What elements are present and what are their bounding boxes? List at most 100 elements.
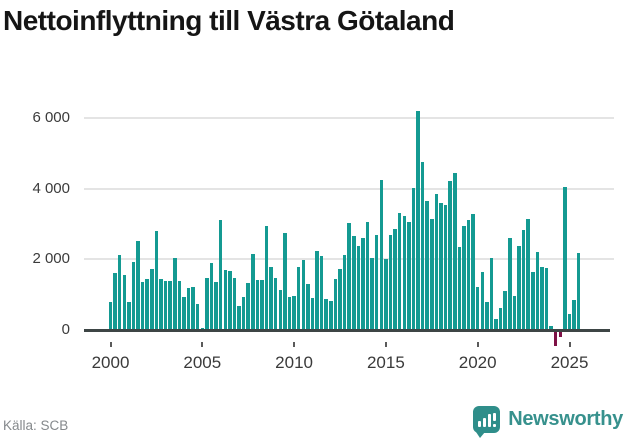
bar-2000-q1 bbox=[108, 301, 113, 330]
bar-2017-q3 bbox=[430, 219, 434, 330]
bar-2003-q1 bbox=[163, 280, 168, 330]
bar-2011-q4 bbox=[324, 298, 328, 330]
bar-2006-q3 bbox=[228, 270, 232, 330]
bar-2019-q3 bbox=[466, 220, 471, 330]
bar-2010-q2 bbox=[296, 266, 301, 330]
bar-2011-q1 bbox=[310, 297, 315, 330]
x-axis-tick bbox=[384, 342, 387, 347]
bar-2014-q2 bbox=[370, 257, 374, 330]
bar-2002-q2 bbox=[150, 269, 154, 330]
x-axis-line bbox=[84, 328, 610, 332]
bar-2014-q4 bbox=[379, 179, 384, 330]
bar-2010-q3 bbox=[301, 260, 306, 330]
bar-2012-q2 bbox=[333, 279, 338, 330]
newsworthy-logo-link[interactable]: Newsworthy bbox=[473, 406, 623, 438]
bar-2008-q4 bbox=[269, 267, 273, 330]
bar-2015-q2 bbox=[388, 234, 393, 330]
x-axis-tick-label: 2015 bbox=[366, 353, 405, 372]
gridline bbox=[84, 116, 614, 119]
bar-2012-q4 bbox=[342, 255, 347, 330]
bar-2016-q4 bbox=[416, 110, 420, 330]
x-axis-tick-label: 2010 bbox=[275, 353, 313, 372]
newsworthy-wordmark: Newsworthy bbox=[508, 408, 623, 430]
bar-2017-q4 bbox=[434, 193, 439, 330]
bar-2000-q2 bbox=[113, 272, 117, 330]
x-axis-tick bbox=[109, 342, 112, 347]
x-axis-tick bbox=[293, 342, 296, 347]
bar-2002-q3 bbox=[154, 231, 159, 330]
bar-2023-q4 bbox=[544, 268, 549, 330]
bar-2001-q1 bbox=[127, 302, 131, 330]
x-axis-tick-label: 2005 bbox=[183, 353, 222, 372]
bar-2022-q4 bbox=[526, 218, 530, 330]
bar-2009-q4 bbox=[287, 297, 292, 330]
bar-2025-q3 bbox=[576, 252, 581, 330]
bar-2005-q4 bbox=[214, 281, 218, 330]
bar-2022-q1 bbox=[512, 296, 517, 330]
bar-2025-q2 bbox=[572, 299, 576, 330]
x-axis-tick bbox=[476, 342, 479, 347]
bar-2025-q1 bbox=[567, 314, 572, 330]
bar-2003-q2 bbox=[168, 280, 172, 330]
bar-2016-q1 bbox=[402, 216, 406, 330]
bar-2022-q3 bbox=[521, 229, 526, 330]
bar-2004-q2 bbox=[186, 288, 191, 330]
bar-2013-q4 bbox=[361, 238, 365, 330]
bar-2015-q3 bbox=[393, 228, 397, 330]
bar-2013-q2 bbox=[352, 236, 356, 330]
bar-2009-q1 bbox=[273, 278, 278, 330]
bar-2019-q4 bbox=[471, 213, 475, 330]
bar-2024-q3 bbox=[558, 331, 563, 338]
bar-2014-q1 bbox=[365, 222, 370, 330]
bar-2007-q3 bbox=[246, 283, 250, 330]
bar-2002-q4 bbox=[159, 278, 163, 330]
source-note: Källa: SCB bbox=[3, 418, 69, 433]
y-axis-tick-label: 4 000 bbox=[32, 179, 70, 197]
bar-2023-q3 bbox=[540, 267, 544, 330]
bar-2012-q3 bbox=[338, 269, 342, 330]
bar-2021-q3 bbox=[503, 291, 507, 330]
bar-2007-q1 bbox=[237, 306, 241, 330]
bar-2024-q2 bbox=[553, 331, 558, 347]
bar-2005-q3 bbox=[209, 262, 214, 330]
bar-2008-q2 bbox=[260, 280, 264, 330]
bar-2009-q3 bbox=[283, 233, 287, 330]
y-axis-tick-label: 0 bbox=[61, 321, 70, 338]
bar-2018-q3 bbox=[448, 181, 452, 330]
bar-2020-q4 bbox=[489, 257, 494, 330]
logo-mini-bar bbox=[488, 414, 492, 427]
y-axis-tick-label: 2 000 bbox=[32, 250, 70, 268]
bar-2011-q3 bbox=[319, 256, 324, 330]
bar-2024-q4 bbox=[563, 186, 567, 330]
y-axis-tick-label: 6 000 bbox=[32, 108, 70, 126]
bar-2006-q1 bbox=[218, 220, 223, 330]
bar-2007-q4 bbox=[251, 254, 255, 330]
bar-2004-q1 bbox=[182, 297, 186, 330]
bar-2021-q2 bbox=[498, 308, 503, 330]
bar-2001-q3 bbox=[136, 240, 140, 330]
bar-2015-q4 bbox=[397, 212, 402, 330]
bar-2015-q1 bbox=[384, 258, 388, 330]
logo-exclamation-mark bbox=[493, 413, 497, 421]
logo-mini-bar bbox=[483, 418, 487, 427]
newsworthy-bubble-chart-icon bbox=[473, 406, 501, 438]
bar-2008-q3 bbox=[264, 225, 269, 330]
bar-2024-q1 bbox=[549, 326, 553, 330]
bar-2018-q2 bbox=[443, 205, 448, 330]
bar-2003-q4 bbox=[177, 280, 182, 330]
logo-mini-bar bbox=[478, 421, 482, 427]
bar-2008-q1 bbox=[255, 280, 260, 330]
bar-2023-q1 bbox=[531, 271, 535, 330]
bar-2021-q4 bbox=[508, 237, 512, 330]
bar-2001-q4 bbox=[140, 281, 145, 330]
bar-2001-q2 bbox=[131, 262, 136, 330]
bar-2022-q2 bbox=[517, 245, 521, 330]
bar-2017-q2 bbox=[425, 201, 429, 330]
x-axis-tick-label: 2025 bbox=[550, 353, 589, 372]
bar-2016-q3 bbox=[411, 187, 416, 330]
bar-2021-q1 bbox=[494, 319, 498, 330]
x-axis-tick-label: 2020 bbox=[458, 353, 497, 372]
bar-2019-q1 bbox=[457, 246, 462, 330]
bar-2012-q1 bbox=[329, 301, 333, 330]
bar-2013-q3 bbox=[356, 246, 361, 330]
